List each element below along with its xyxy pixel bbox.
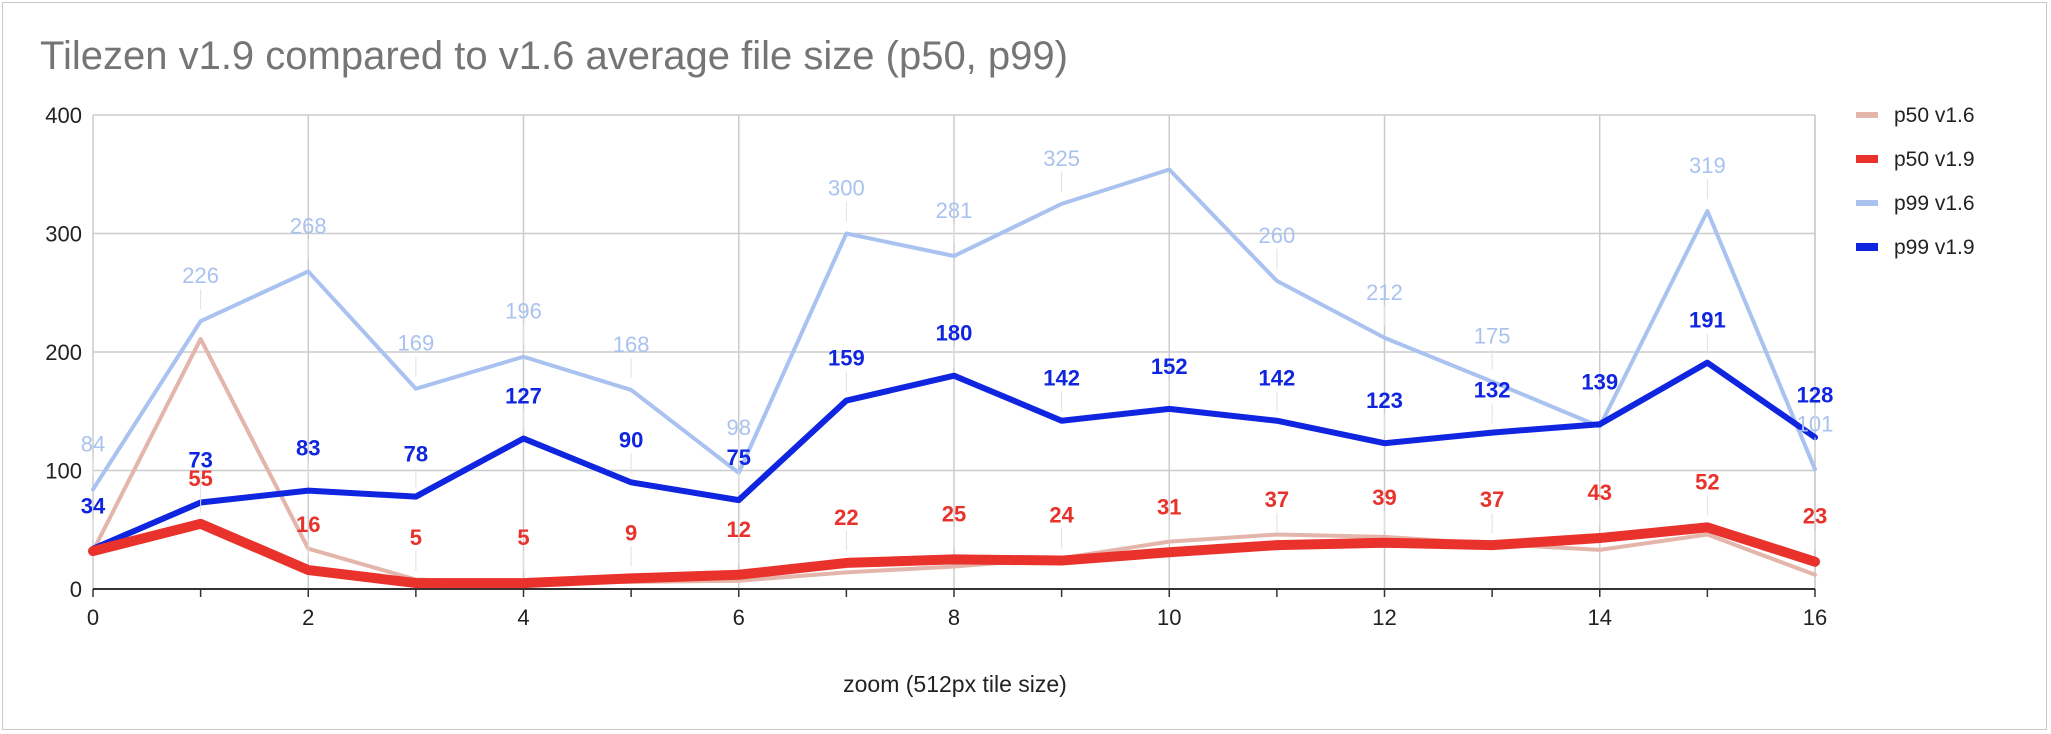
data-label: 191 [1689, 308, 1726, 333]
legend-label: p50 v1.6 [1894, 104, 1975, 127]
data-label: 83 [296, 436, 320, 461]
data-label: 226 [182, 263, 219, 288]
series-line-p99-v16 [91, 167, 1817, 492]
data-label: 127 [505, 384, 542, 409]
data-label: 142 [1043, 366, 1080, 391]
data-label: 22 [834, 505, 858, 530]
data-label: 142 [1259, 366, 1296, 391]
chart-title: Tilezen v1.9 compared to v1.6 average fi… [40, 34, 1068, 78]
series-lines [88, 167, 1820, 589]
legend-label: p50 v1.9 [1894, 148, 1975, 171]
legend-label: p99 v1.6 [1894, 192, 1975, 215]
data-label: 23 [1803, 504, 1827, 529]
data-label: 152 [1151, 354, 1188, 379]
data-label: 281 [936, 198, 973, 223]
x-tick-label: 16 [1803, 605, 1827, 630]
data-label: 39 [1372, 485, 1396, 510]
data-label: 123 [1366, 388, 1403, 413]
data-label: 268 [290, 213, 327, 238]
x-tick-label: 6 [733, 605, 745, 630]
data-label: 128 [1797, 382, 1834, 407]
data-label: 98 [727, 415, 751, 440]
series-line-p99-v19 [90, 359, 1818, 552]
data-label: 52 [1695, 469, 1719, 494]
data-label: 5 [410, 525, 422, 550]
data-label: 319 [1689, 153, 1726, 178]
data-label: 43 [1588, 480, 1612, 505]
y-tick-label: 400 [45, 103, 82, 128]
data-label: 73 [188, 447, 212, 472]
x-tick-label: 4 [517, 605, 529, 630]
data-label: 75 [727, 445, 751, 470]
y-tick-label: 100 [45, 459, 82, 484]
x-tick-label: 14 [1588, 605, 1612, 630]
data-label: 139 [1581, 369, 1618, 394]
data-label: 159 [828, 346, 865, 371]
y-tick-label: 200 [45, 340, 82, 365]
data-label: 132 [1474, 378, 1511, 403]
data-label: 55 [188, 466, 212, 491]
data-label: 37 [1480, 487, 1504, 512]
data-label: 78 [404, 442, 428, 467]
data-label: 37 [1265, 487, 1289, 512]
data-label: 31 [1157, 494, 1181, 519]
data-label: 84 [81, 431, 105, 456]
data-label: 175 [1474, 324, 1511, 349]
x-tick-label: 2 [302, 605, 314, 630]
x-tick-label: 8 [948, 605, 960, 630]
legend-label: p99 v1.9 [1894, 236, 1975, 259]
data-label: 25 [942, 501, 966, 526]
x-tick-label: 0 [87, 605, 99, 630]
series-line-p50-v19 [88, 518, 1820, 589]
data-label: 196 [505, 299, 542, 324]
data-label: 34 [81, 494, 106, 519]
data-label: 300 [828, 176, 865, 201]
x-tick-label: 10 [1157, 605, 1181, 630]
y-tick-label: 0 [70, 577, 82, 602]
data-label: 16 [296, 512, 320, 537]
data-label: 212 [1366, 280, 1403, 305]
data-labels: 8422626816919616898300281325260212175319… [81, 146, 1834, 572]
data-label: 325 [1043, 146, 1080, 171]
data-label: 5 [517, 525, 529, 550]
x-tick-label: 12 [1372, 605, 1396, 630]
data-label: 90 [619, 427, 643, 452]
legend: p50 v1.6 p50 v1.9 p99 v1.6 p99 v1.9 [1856, 104, 1975, 259]
data-label: 169 [398, 331, 435, 356]
x-axis-label: zoom (512px tile size) [843, 671, 1067, 697]
data-label: 260 [1259, 223, 1296, 248]
data-label: 180 [936, 321, 973, 346]
data-label: 24 [1049, 503, 1074, 528]
data-label: 168 [613, 332, 650, 357]
y-tick-label: 300 [45, 222, 82, 247]
data-label: 9 [625, 520, 637, 545]
data-label: 12 [727, 517, 751, 542]
